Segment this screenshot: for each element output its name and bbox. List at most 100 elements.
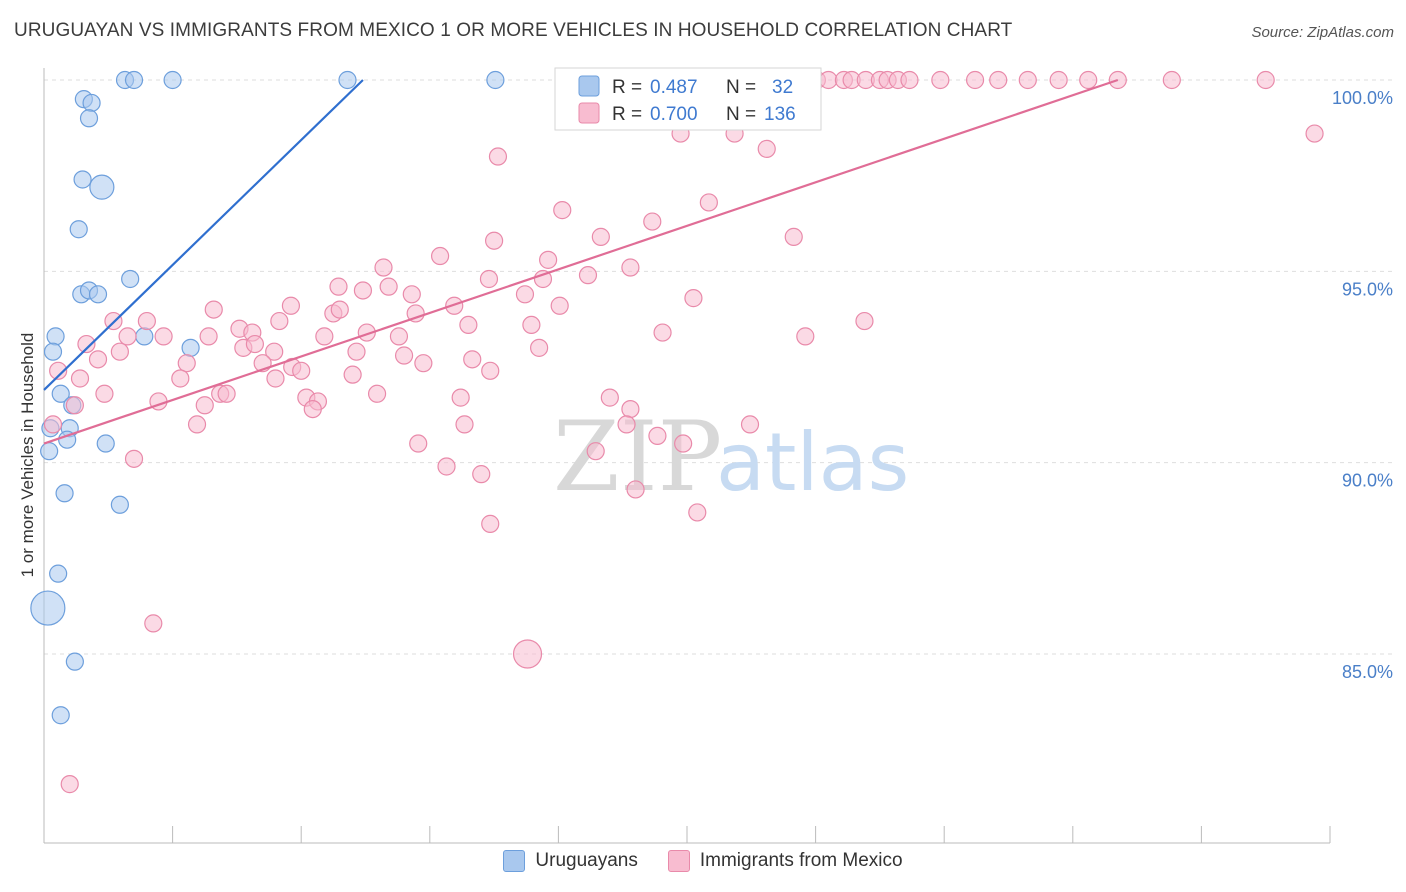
point-1-124: [626, 480, 645, 499]
stats-r-label-2: R =: [612, 104, 642, 125]
point-0-1: [124, 70, 144, 90]
point-1-114: [455, 415, 474, 434]
legend-item-uruguayans[interactable]: Uruguayans: [503, 850, 638, 872]
point-1-36: [553, 201, 572, 220]
point-0-18: [181, 338, 200, 357]
point-1-119: [648, 426, 667, 445]
point-1-33: [1305, 124, 1324, 143]
trend-line-0: [43, 79, 364, 391]
point-1-85: [88, 350, 108, 369]
point-1-111: [621, 399, 640, 419]
point-1-50: [329, 277, 348, 296]
point-1-79: [110, 342, 129, 361]
point-1-49: [379, 277, 398, 296]
point-1-20: [900, 70, 919, 90]
point-1-84: [265, 342, 284, 361]
point-1-51: [353, 281, 373, 300]
point-0-14: [88, 285, 108, 304]
point-0-17: [43, 342, 63, 361]
point-1-99: [95, 384, 114, 403]
chart-source: Source: ZipAtlas.com: [1251, 24, 1394, 41]
point-1-126: [481, 514, 500, 533]
point-1-128: [512, 639, 543, 669]
point-1-23: [989, 70, 1008, 90]
point-1-52: [402, 285, 421, 304]
point-1-75: [389, 327, 409, 346]
point-1-45: [621, 258, 640, 277]
point-1-110: [303, 399, 322, 419]
point-1-46: [479, 269, 499, 289]
point-0-19: [51, 384, 70, 403]
point-1-82: [347, 342, 366, 361]
point-1-86: [177, 354, 196, 373]
stats-n-label-1: N =: [726, 77, 756, 98]
legend-label-uruguayans: Uruguayans: [535, 850, 638, 871]
point-1-102: [217, 384, 236, 403]
point-1-37: [699, 193, 718, 212]
point-1-22: [965, 70, 985, 90]
y-tick-label-1: 95.0%: [1342, 279, 1393, 299]
point-1-73: [315, 327, 334, 346]
point-0-3: [338, 70, 357, 90]
point-1-120: [674, 434, 693, 453]
point-1-42: [430, 246, 450, 266]
y-tick-label-3: 85.0%: [1342, 662, 1393, 682]
point-1-28: [1162, 70, 1181, 90]
stats-swatch-uruguayans: [578, 75, 600, 97]
point-0-7: [79, 109, 99, 128]
point-1-108: [65, 396, 84, 415]
point-0-16: [135, 327, 154, 346]
point-0-8: [73, 170, 92, 189]
point-1-97: [343, 365, 362, 384]
point-1-35: [757, 139, 776, 158]
legend-item-mexico[interactable]: Immigrants from Mexico: [667, 850, 903, 872]
point-0-31: [51, 706, 70, 725]
point-1-118: [409, 434, 428, 453]
stats-n-label-2: N =: [726, 104, 756, 125]
point-1-29: [1256, 70, 1275, 90]
stats-r-value-2: 0.700: [650, 104, 698, 125]
point-0-27: [110, 495, 129, 514]
point-1-87: [394, 346, 414, 365]
series-legend: Uruguayans Immigrants from Mexico: [0, 850, 1406, 872]
point-1-112: [43, 415, 63, 434]
point-1-94: [171, 369, 190, 388]
point-1-96: [292, 361, 311, 380]
stats-r-label-1: R =: [612, 77, 642, 98]
point-1-115: [617, 415, 636, 434]
point-0-24: [96, 434, 115, 453]
point-1-54: [281, 296, 301, 315]
point-1-69: [118, 327, 137, 346]
point-1-123: [586, 442, 605, 461]
point-1-98: [481, 361, 500, 380]
point-1-58: [204, 300, 223, 319]
legend-label-mexico: Immigrants from Mexico: [699, 850, 903, 871]
chart-title: URUGUAYAN VS IMMIGRANTS FROM MEXICO 1 OR…: [14, 20, 1013, 41]
grid-lines: [44, 79, 1392, 655]
point-1-39: [485, 231, 504, 250]
point-0-29: [30, 590, 66, 626]
point-1-40: [591, 227, 610, 246]
point-1-60: [406, 304, 425, 323]
point-1-125: [688, 503, 707, 522]
stats-swatch-mexico: [578, 102, 600, 124]
point-1-109: [195, 396, 214, 415]
point-1-43: [374, 258, 393, 277]
point-1-70: [154, 327, 173, 346]
legend-swatch-mexico: [667, 850, 690, 872]
point-1-91: [463, 350, 482, 369]
point-1-66: [459, 315, 478, 335]
point-1-26: [1079, 70, 1098, 90]
watermark: ZIP atlas: [553, 401, 909, 513]
point-1-68: [855, 311, 874, 331]
point-1-117: [124, 449, 144, 468]
stats-n-value-1: 32: [772, 77, 793, 98]
point-1-92: [49, 361, 68, 380]
point-1-113: [187, 415, 207, 434]
point-1-41: [784, 227, 803, 246]
y-axis-label: 1 or more Vehicles in Household: [18, 333, 37, 578]
axes: 100.0%95.0%90.0%85.0%0.0%100.0%: [43, 68, 1393, 844]
point-1-57: [684, 289, 703, 308]
stats-r-value-1: 0.487: [650, 77, 698, 98]
point-1-21: [931, 70, 950, 90]
